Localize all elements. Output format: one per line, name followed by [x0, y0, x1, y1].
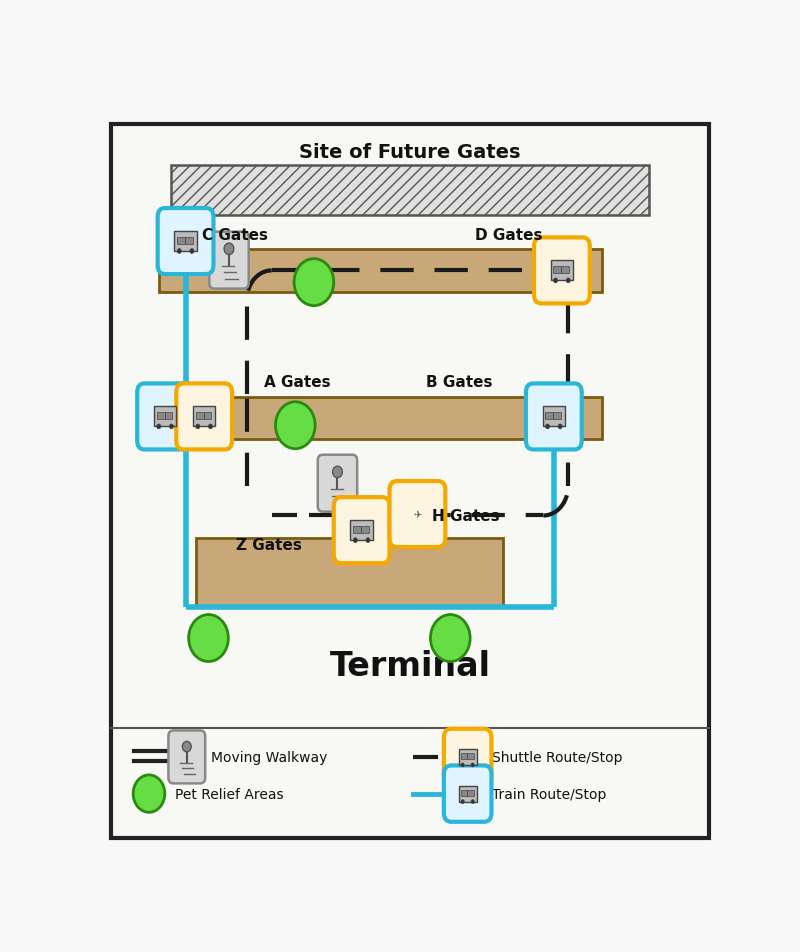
Circle shape	[546, 425, 550, 429]
Circle shape	[196, 425, 200, 429]
Circle shape	[558, 425, 562, 429]
Circle shape	[224, 244, 234, 255]
Circle shape	[430, 615, 470, 662]
Bar	[542, 407, 565, 426]
Bar	[361, 526, 369, 533]
Bar	[562, 267, 570, 273]
Bar	[154, 407, 176, 426]
Bar	[159, 249, 602, 292]
FancyBboxPatch shape	[176, 384, 232, 450]
Text: D Gates: D Gates	[475, 228, 542, 243]
Circle shape	[170, 425, 174, 429]
Bar	[467, 754, 474, 759]
Bar	[550, 261, 573, 281]
Circle shape	[190, 249, 194, 254]
Text: Pet Relief Areas: Pet Relief Areas	[175, 786, 284, 801]
Circle shape	[189, 615, 228, 662]
Bar	[159, 397, 602, 440]
Text: Moving Walkway: Moving Walkway	[211, 750, 327, 764]
FancyBboxPatch shape	[334, 498, 390, 564]
Bar	[185, 237, 193, 245]
Text: Train Route/Stop: Train Route/Stop	[492, 786, 606, 801]
Bar	[458, 785, 477, 802]
Circle shape	[294, 259, 334, 307]
Circle shape	[209, 425, 213, 429]
Circle shape	[471, 800, 474, 803]
Circle shape	[461, 800, 464, 803]
Bar	[165, 412, 173, 420]
Text: Z Gates: Z Gates	[237, 538, 302, 552]
Circle shape	[554, 279, 558, 284]
Bar	[157, 412, 165, 420]
Circle shape	[333, 466, 342, 478]
Text: B Gates: B Gates	[426, 375, 492, 390]
Text: Shuttle Route/Stop: Shuttle Route/Stop	[492, 750, 622, 764]
FancyBboxPatch shape	[444, 765, 491, 822]
Circle shape	[471, 764, 474, 767]
Circle shape	[366, 538, 370, 543]
Bar	[461, 754, 467, 759]
Bar	[458, 749, 477, 765]
Bar	[554, 267, 562, 273]
Circle shape	[157, 425, 161, 429]
Bar	[174, 231, 197, 251]
Text: ✈: ✈	[414, 509, 422, 520]
Bar	[177, 237, 185, 245]
Circle shape	[182, 742, 191, 752]
Text: H Gates: H Gates	[432, 508, 499, 524]
FancyBboxPatch shape	[169, 731, 205, 783]
Bar	[196, 412, 203, 420]
FancyBboxPatch shape	[111, 125, 709, 839]
Bar	[554, 412, 561, 420]
Bar	[546, 412, 554, 420]
FancyBboxPatch shape	[158, 208, 214, 275]
Text: Terminal: Terminal	[330, 649, 490, 682]
Bar	[350, 521, 373, 541]
Circle shape	[275, 403, 315, 449]
Circle shape	[178, 249, 182, 254]
FancyBboxPatch shape	[318, 455, 357, 512]
Bar	[467, 790, 474, 796]
Circle shape	[354, 538, 358, 543]
Circle shape	[133, 775, 165, 812]
Bar	[461, 790, 467, 796]
Bar	[193, 407, 215, 426]
Text: A Gates: A Gates	[264, 375, 331, 390]
Bar	[203, 412, 211, 420]
Text: C Gates: C Gates	[202, 228, 268, 243]
FancyBboxPatch shape	[534, 238, 590, 304]
Bar	[354, 526, 361, 533]
FancyBboxPatch shape	[444, 729, 491, 785]
FancyBboxPatch shape	[210, 232, 249, 289]
Bar	[196, 538, 503, 607]
FancyBboxPatch shape	[526, 384, 582, 450]
FancyBboxPatch shape	[390, 482, 446, 547]
Bar	[171, 166, 649, 215]
Circle shape	[461, 764, 464, 767]
Circle shape	[566, 279, 570, 284]
Text: Site of Future Gates: Site of Future Gates	[299, 143, 521, 162]
FancyBboxPatch shape	[138, 384, 193, 450]
